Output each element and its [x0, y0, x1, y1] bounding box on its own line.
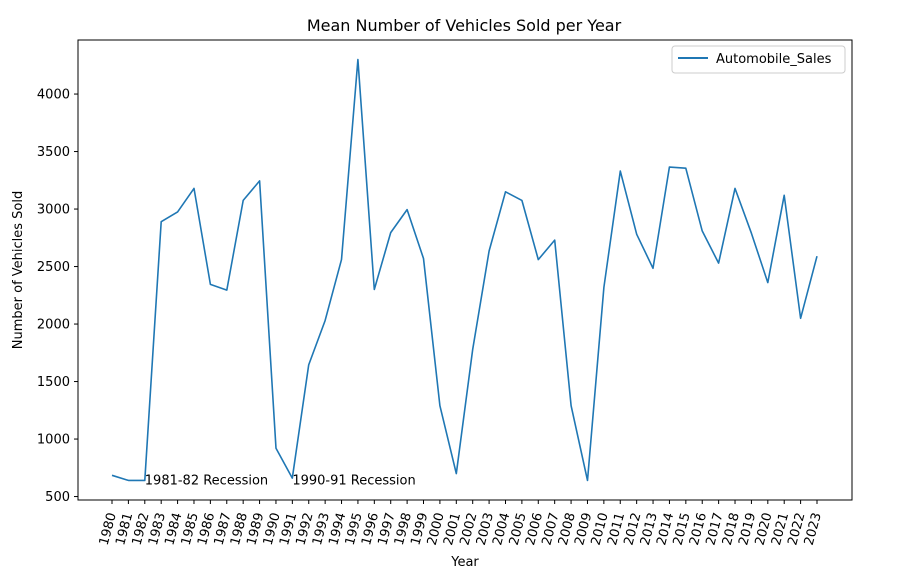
plot-area [77, 39, 853, 501]
x-axis-label: Year [450, 555, 479, 570]
series-layer [111, 58, 818, 482]
legend-label: Automobile_Sales [716, 52, 832, 67]
chart-title: Mean Number of Vehicles Sold per Year [307, 16, 622, 35]
y-tick-label: 4000 [37, 88, 70, 103]
y-tick-label: 500 [45, 490, 70, 505]
x-axis-ticks: 1980198119821983198419851986198719881989… [97, 500, 825, 547]
annotations-layer: 1981-82 Recession 1990-91 Recession [145, 473, 416, 488]
legend-box [671, 45, 846, 74]
y-tick-label: 1500 [37, 375, 70, 390]
y-tick-label: 3000 [37, 203, 70, 218]
legend: Automobile_Sales [671, 45, 846, 74]
annotation-label: 1981-82 Recession [145, 473, 268, 488]
y-tick-label: 2500 [37, 260, 70, 275]
y-axis-label: Number of Vehicles Sold [11, 191, 26, 349]
plot-frame [77, 39, 853, 501]
y-tick-label: 2000 [37, 318, 70, 333]
y-tick-label: 1000 [37, 433, 70, 448]
annotation-label: 1990-91 Recession [292, 473, 415, 488]
y-tick-label: 3500 [37, 145, 70, 160]
series-line [111, 58, 818, 482]
y-axis-ticks: 500 1000 1500 2000 2500 3000 3500 4000 [37, 88, 78, 505]
